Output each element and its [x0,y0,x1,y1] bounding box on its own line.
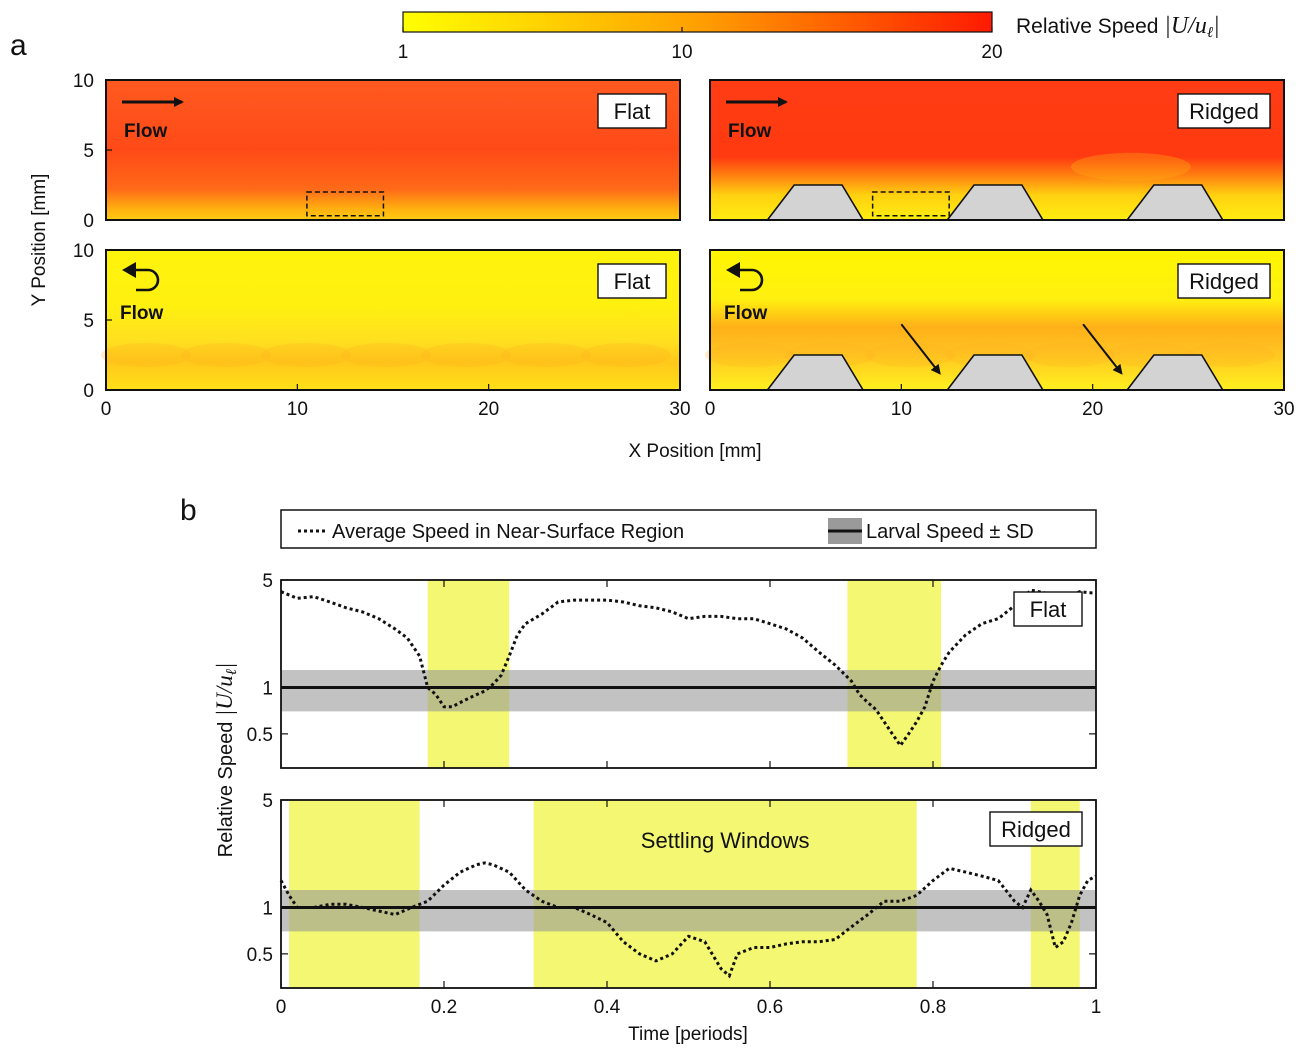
flow-reverse-icon [134,268,160,292]
colorbar-gradient [402,11,993,33]
flow-label: Flow [120,303,163,324]
larval-sd-band [281,670,1096,712]
x-tick-label: 0 [276,997,287,1018]
x-tick-label: 10 [287,399,308,420]
y-tick-label: 0.5 [247,945,273,966]
panel-tag-box [597,263,667,299]
panel-b-plots: 0.5 1 5 Flat 0.5 1 5 0 0.2 0.4 0.6 0.8 1 Ridged Settli… [247,571,1102,1018]
heatmap-texture [261,343,351,367]
heatmap-panel-1: Flow Flat 0 5 10 [73,71,681,232]
colorbar-tick-label: 1 [398,42,409,63]
x-tick-label: 0.8 [920,997,946,1018]
larval-sd-band [281,890,1096,932]
heatmap-texture [501,343,591,367]
panel-tag-box [989,811,1083,847]
heatmap-texture [581,343,671,367]
flow-label: Flow [728,121,771,142]
y-tick-label: 10 [73,71,94,92]
y-tick-label: 5 [83,311,94,332]
x-tick-label: 20 [478,399,499,420]
legend-box [280,509,1097,549]
heatmap-panel-2: Flow Ridged [709,79,1285,221]
heatmap-frame [709,79,1285,221]
panel-b-y-label: Relative Speed |U/uℓ| [212,663,240,858]
panel-a-heatmaps: Flow Flat 0 5 10 Flow Ridged Flow Flat 0 5 10 0 10 20 3… [73,71,1295,420]
flow-arrow [900,323,941,375]
y-tick-label: 0.5 [247,725,273,746]
y-tick-label: 1 [262,899,273,920]
panel-b-legend: Average Speed in Near-Surface Region Lar… [280,509,1097,549]
flow-reverse-arrowhead [726,262,740,278]
panel-tag: Flat [614,99,651,124]
y-tick-label: 5 [262,791,273,812]
average-speed-series [279,861,1097,979]
x-tick-label: 0 [705,399,716,420]
near-surface-region-box [871,191,950,217]
x-tick-label: 30 [669,399,690,420]
flow-reverse-arrowhead [122,262,136,278]
y-tick-label: 5 [262,571,273,592]
panel-tag-box [597,93,667,129]
panel-tag: Ridged [1001,817,1071,842]
plot-frame [280,799,1097,989]
panel-tag-box [1013,591,1083,627]
y-tick-label: 0 [83,381,94,402]
heatmap-frame [709,249,1285,391]
x-tick-label: 0.2 [431,997,457,1018]
heatmap-texture [705,343,795,367]
colorbar-tick-label: 20 [981,42,1002,63]
legend-solid-label: Larval Speed ± SD [866,521,1034,543]
line-plot-2: 0.5 1 5 0 0.2 0.4 0.6 0.8 1 Ridged Settling Window… [247,791,1102,1018]
panel-tag-box [1177,93,1271,129]
x-tick-label: 0 [101,399,112,420]
heatmap-panel-3: Flow Flat 0 5 10 0 10 20 30 [73,241,691,420]
flow-label: Flow [724,303,767,324]
heatmap-texture [101,343,191,367]
settling-windows-annotation: Settling Windows [641,828,810,853]
panel-tag-box [1177,263,1271,299]
x-tick-label: 10 [891,399,912,420]
panel-tag: Flat [614,269,651,294]
flow-label: Flow [124,121,167,142]
panel-tag: Flat [1030,597,1067,622]
x-tick-label: 0.4 [594,997,621,1018]
panel-tag: Ridged [1189,269,1259,294]
y-tick-label: 1 [262,679,273,700]
x-tick-label: 20 [1082,399,1103,420]
flow-reverse-icon [738,268,764,292]
heatmap-texture [181,343,271,367]
y-tick-label: 10 [73,241,94,262]
heatmap-texture [1025,343,1115,367]
colorbar-ticks: 1 10 20 [398,27,1003,63]
heatmap-texture [1185,343,1275,367]
panel-a-letter: a [10,29,27,62]
near-surface-region-box [306,191,385,217]
heatmap-texture [865,343,955,367]
x-tick-label: 1 [1091,997,1102,1018]
y-tick-label: 5 [83,141,94,162]
average-speed-series [280,588,1097,749]
legend-dotted-label: Average Speed in Near-Surface Region [332,521,684,543]
heatmap-texture [1070,152,1191,181]
line-plot-1: 0.5 1 5 Flat [247,571,1097,769]
heatmap-texture [341,343,431,367]
colorbar-tick-label: 10 [671,42,692,63]
heatmap-texture [421,343,511,367]
panel-b-x-label: Time [periods] [628,1024,748,1045]
heatmap-panel-4: Flow Ridged 0 10 20 30 [705,249,1295,420]
colorbar-label: Relative Speed |U/uℓ| [1016,13,1220,41]
plot-frame [280,579,1097,769]
panel-a-y-label: Y Position [mm] [29,174,50,307]
heatmap-field [106,80,680,220]
panel-a-x-label: X Position [mm] [628,441,761,462]
heatmap-field [106,250,680,390]
panel-b-letter: b [180,494,197,527]
colorbar: 1 10 20 Relative Speed |U/uℓ| [398,11,1220,63]
flow-arrow [1082,323,1123,375]
y-tick-label: 0 [83,211,94,232]
x-tick-label: 30 [1273,399,1294,420]
panel-tag: Ridged [1189,99,1259,124]
x-tick-label: 0.6 [757,997,783,1018]
